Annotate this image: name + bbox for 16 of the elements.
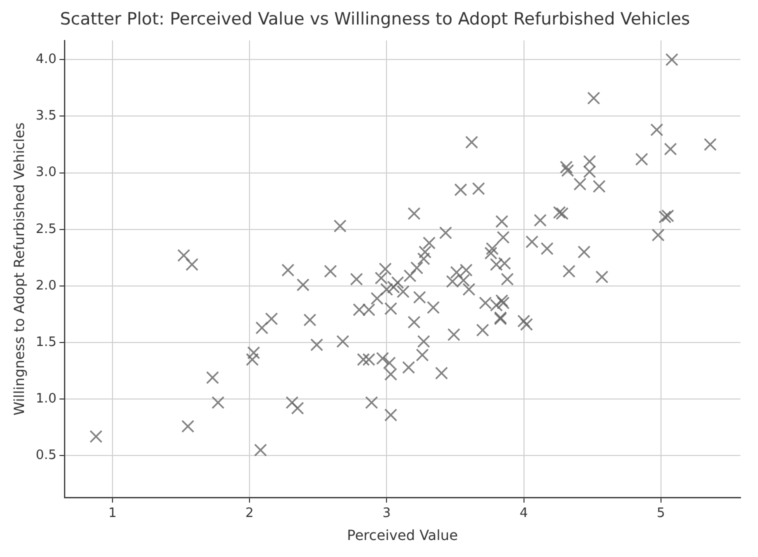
- x-tick-label: 3: [382, 506, 391, 521]
- x-tick-label: 2: [245, 506, 254, 521]
- y-tick-label: 1.5: [36, 334, 56, 350]
- y-tick-label: 3.5: [36, 108, 56, 124]
- chart-title: Scatter Plot: Perceived Value vs Willingness to Adopt Refurbished Vehicles: [60, 10, 690, 30]
- y-tick-label: 3.0: [36, 165, 56, 180]
- x-axis-title: Perceived Value: [346, 528, 458, 544]
- y-tick-label: 2.0: [36, 278, 56, 294]
- x-tick-label: 5: [656, 506, 666, 521]
- y-tick-label: 1.0: [36, 392, 56, 407]
- y-tick-label: 2.5: [36, 222, 56, 237]
- y-tick-label: 0.5: [36, 448, 56, 464]
- x-tick-label: 1: [108, 506, 117, 521]
- y-axis-title: Willingness to Adopt Refurbished Vehicles: [12, 122, 28, 416]
- y-tick-label: 4.0: [36, 52, 56, 68]
- x-tick-label: 4: [520, 506, 528, 521]
